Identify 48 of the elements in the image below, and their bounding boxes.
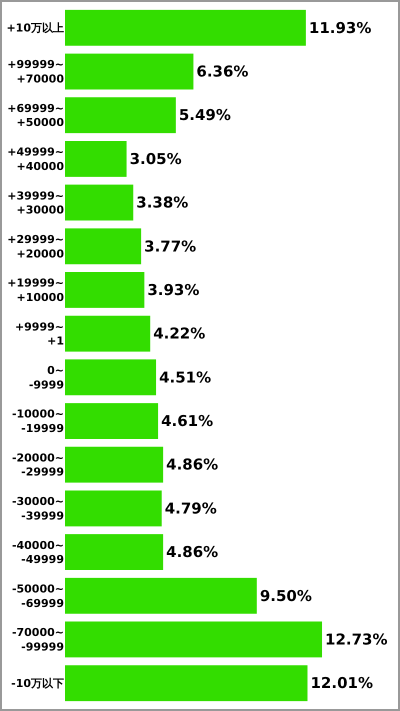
y-tick-label: +39999~ +30000 <box>7 189 64 217</box>
data-label: 3.93% <box>147 280 200 299</box>
y-tick-label: -40000~ -49999 <box>12 538 64 566</box>
y-tick-label: +99999~ +70000 <box>7 58 64 86</box>
y-tick-label: +19999~ +10000 <box>7 276 64 304</box>
data-label: 5.49% <box>178 106 231 124</box>
data-label: 11.93% <box>308 18 372 37</box>
data-label: 4.86% <box>166 543 218 562</box>
bar <box>65 228 142 264</box>
data-label: 3.77% <box>144 237 196 256</box>
data-label: 4.79% <box>164 499 217 518</box>
data-label: 4.86% <box>166 456 218 474</box>
bar <box>65 446 164 483</box>
bar <box>65 316 150 352</box>
y-tick-label: 0~ -9999 <box>28 364 64 392</box>
y-tick-label: -30000~ -39999 <box>12 495 64 522</box>
bar <box>65 54 194 90</box>
y-tick-label: +29999~ +20000 <box>7 232 64 260</box>
bar <box>65 184 134 221</box>
y-tick-label: +9999~ +1 <box>14 320 64 348</box>
bar <box>65 490 162 526</box>
y-tick-label: +49999~ +40000 <box>7 146 64 173</box>
data-label: 4.61% <box>161 412 214 430</box>
bar <box>65 359 156 396</box>
bar <box>65 140 127 177</box>
data-label: 6.36% <box>196 62 248 81</box>
bar <box>65 578 257 614</box>
bar <box>65 622 322 658</box>
data-label: 4.51% <box>159 368 212 386</box>
data-label: 4.22% <box>153 324 206 343</box>
data-label: 12.01% <box>310 674 373 692</box>
y-tick-label: +10万以上 <box>6 22 64 35</box>
bar <box>65 10 306 46</box>
data-label: 12.73% <box>325 630 388 648</box>
y-tick-label: +69999~ +50000 <box>7 102 64 130</box>
data-label: 3.38% <box>136 194 188 212</box>
bar <box>65 534 164 570</box>
y-tick-label: -10000~ -19999 <box>12 408 64 436</box>
y-tick-label: -70000~ -99999 <box>12 626 64 654</box>
y-tick-label: -50000~ -69999 <box>12 582 64 610</box>
data-label: 9.50% <box>260 586 312 605</box>
bar <box>65 665 308 702</box>
bar <box>65 97 176 134</box>
bar <box>65 272 144 308</box>
y-tick-label: -10万以下 <box>11 677 64 690</box>
bar <box>65 403 158 439</box>
y-tick-label: -20000~ -29999 <box>12 451 64 479</box>
data-label: 3.05% <box>130 150 182 168</box>
